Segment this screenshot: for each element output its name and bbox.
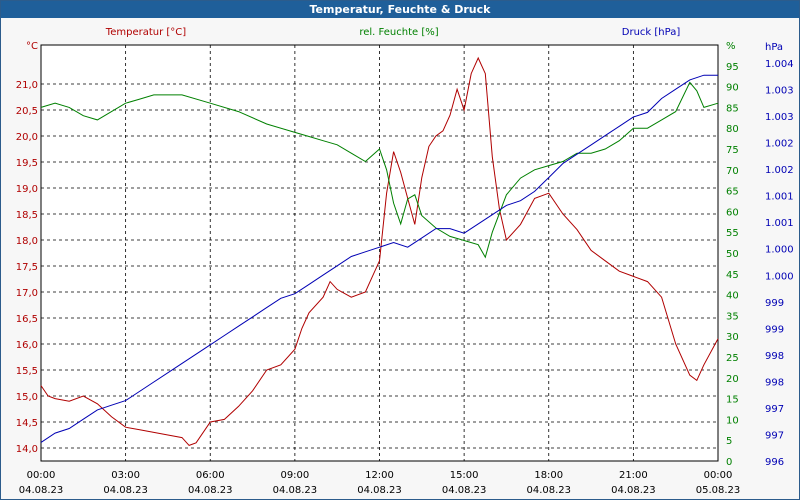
pressure-tick-label: 998 bbox=[765, 377, 784, 388]
humidity-tick-label: 5 bbox=[726, 436, 732, 447]
x-tick-time-label: 18:00 bbox=[534, 470, 563, 481]
pressure-tick-label: 1.002 bbox=[765, 139, 794, 150]
humidity-series-line bbox=[40, 81, 719, 259]
x-tick-date-label: 04.08.23 bbox=[442, 485, 487, 496]
x-tick-time-label: 06:00 bbox=[196, 470, 225, 481]
temperature-tick-label: 18,0 bbox=[16, 236, 38, 247]
pressure-tick-label: 1.003 bbox=[765, 86, 794, 97]
pressure-tick-label: 997 bbox=[765, 404, 784, 415]
humidity-tick-label: 25 bbox=[726, 353, 739, 364]
pressure-tick-label: 999 bbox=[765, 298, 784, 309]
pressure-unit-label: hPa bbox=[765, 42, 783, 53]
temperature-unit-label: °C bbox=[26, 41, 38, 52]
pressure-tick-label: 1.001 bbox=[765, 192, 794, 203]
humidity-tick-label: 30 bbox=[726, 332, 739, 343]
humidity-tick-label: 20 bbox=[726, 374, 739, 385]
x-tick-time-label: 15:00 bbox=[450, 470, 479, 481]
x-tick-date-label: 04.08.23 bbox=[273, 485, 318, 496]
x-tick-time-label: 00:00 bbox=[27, 470, 56, 481]
temperature-tick-label: 16,0 bbox=[16, 340, 38, 351]
humidity-tick-label: 60 bbox=[726, 207, 739, 218]
pressure-tick-label: 997 bbox=[765, 430, 784, 441]
pressure-series-line bbox=[40, 74, 718, 443]
x-tick-time-label: 12:00 bbox=[365, 470, 394, 481]
humidity-tick-label: 80 bbox=[726, 124, 739, 135]
x-tick-time-label: 09:00 bbox=[280, 470, 309, 481]
temperature-tick-label: 19,0 bbox=[16, 184, 38, 195]
temperature-tick-label: 14,5 bbox=[16, 418, 38, 429]
humidity-tick-label: 70 bbox=[726, 166, 739, 177]
temperature-tick-label: 18,5 bbox=[16, 210, 38, 221]
pressure-tick-label: 1.001 bbox=[765, 218, 794, 229]
pressure-tick-label: 1.003 bbox=[765, 112, 794, 123]
temperature-tick-label: 20,5 bbox=[16, 106, 38, 117]
humidity-tick-label: 35 bbox=[726, 311, 739, 322]
pressure-axis-header: Druck [hPa] bbox=[622, 27, 681, 38]
temperature-tick-label: 21,0 bbox=[16, 80, 38, 91]
plot-area bbox=[40, 44, 719, 462]
temperature-tick-label: 17,0 bbox=[16, 288, 38, 299]
pressure-tick-label: 996 bbox=[765, 457, 784, 468]
temperature-axis-header: Temperatur [°C] bbox=[105, 27, 186, 38]
pressure-tick-label: 1.004 bbox=[765, 59, 794, 70]
pressure-tick-label: 999 bbox=[765, 324, 784, 335]
temperature-tick-label: 20,0 bbox=[16, 132, 38, 143]
humidity-tick-label: 10 bbox=[726, 415, 739, 426]
humidity-axis-header: rel. Feuchte [%] bbox=[359, 27, 438, 38]
pressure-tick-label: 1.000 bbox=[765, 245, 794, 256]
window-title: Temperatur, Feuchte & Druck bbox=[1, 1, 799, 18]
x-tick-date-label: 04.08.23 bbox=[526, 485, 571, 496]
x-tick-date-label: 05.08.23 bbox=[696, 485, 741, 496]
temperature-tick-label: 15,0 bbox=[16, 392, 38, 403]
humidity-tick-label: 45 bbox=[726, 270, 739, 281]
x-tick-time-label: 21:00 bbox=[619, 470, 648, 481]
x-tick-date-label: 04.08.23 bbox=[103, 485, 148, 496]
temperature-tick-label: 19,5 bbox=[16, 158, 38, 169]
humidity-tick-label: 55 bbox=[726, 228, 739, 239]
x-tick-date-label: 04.08.23 bbox=[19, 485, 64, 496]
humidity-tick-label: 65 bbox=[726, 187, 739, 198]
humidity-tick-label: 40 bbox=[726, 291, 739, 302]
humidity-tick-label: 85 bbox=[726, 103, 739, 114]
humidity-tick-label: 50 bbox=[726, 249, 739, 260]
humidity-tick-label: 75 bbox=[726, 145, 739, 156]
temperature-tick-label: 14,0 bbox=[16, 444, 38, 455]
x-tick-date-label: 04.08.23 bbox=[611, 485, 656, 496]
temperature-tick-label: 16,5 bbox=[16, 314, 38, 325]
pressure-tick-label: 998 bbox=[765, 351, 784, 362]
pressure-tick-label: 1.000 bbox=[765, 271, 794, 282]
temperature-series-line bbox=[40, 56, 719, 446]
humidity-tick-label: 95 bbox=[726, 62, 739, 73]
x-tick-time-label: 00:00 bbox=[704, 470, 733, 481]
temperature-tick-label: 15,5 bbox=[16, 366, 38, 377]
humidity-tick-label: 90 bbox=[726, 83, 739, 94]
x-tick-time-label: 03:00 bbox=[111, 470, 140, 481]
pressure-tick-label: 1.002 bbox=[765, 165, 794, 176]
humidity-tick-label: % bbox=[726, 41, 736, 52]
x-tick-date-label: 04.08.23 bbox=[188, 485, 233, 496]
humidity-tick-label: 15 bbox=[726, 395, 739, 406]
humidity-tick-label: 0 bbox=[726, 457, 732, 468]
x-tick-date-label: 04.08.23 bbox=[357, 485, 402, 496]
temperature-tick-label: 17,5 bbox=[16, 262, 38, 273]
